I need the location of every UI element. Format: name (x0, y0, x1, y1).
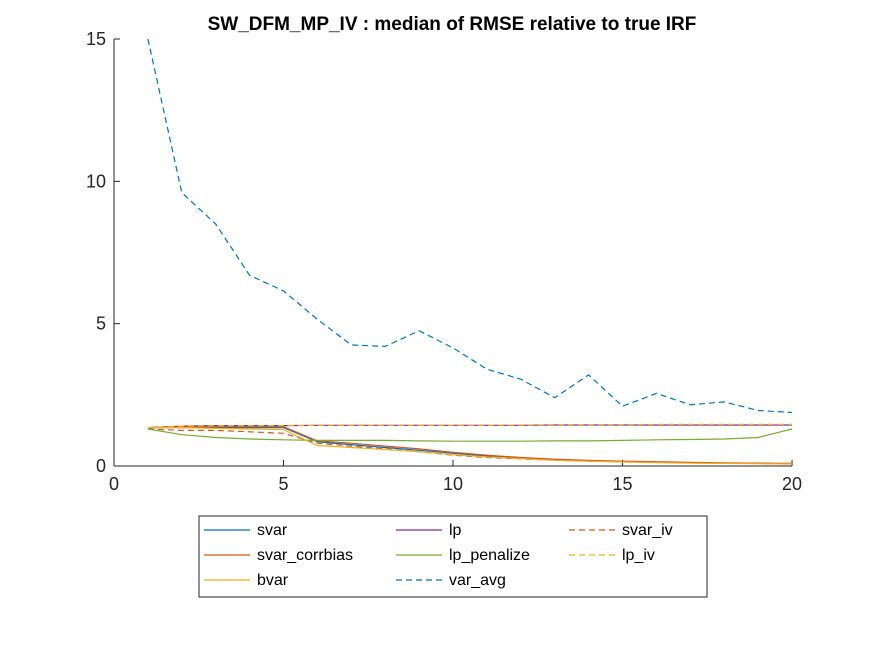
legend-label: svar (257, 522, 288, 539)
legend-item-svar-corrbias[interactable]: svar_corrbias (204, 547, 353, 564)
series-line-svar (147, 427, 792, 465)
series-line-svar-corrbias (147, 426, 792, 464)
y-tick-label: 0 (96, 456, 106, 476)
legend-label: var_avg (449, 572, 506, 589)
x-tick-label: 0 (109, 474, 119, 494)
series-line-var-avg (147, 39, 792, 414)
legend-label: lp (449, 522, 462, 539)
legend-label: svar_iv (622, 522, 673, 539)
legend-label: svar_corrbias (257, 547, 353, 564)
series-line-lp-penalize (147, 428, 792, 442)
plot-area (147, 39, 792, 465)
legend-item-var-avg[interactable]: var_avg (396, 572, 506, 589)
legend-item-bvar[interactable]: bvar (204, 572, 289, 589)
legend-label: lp_penalize (449, 547, 530, 564)
y-tick-label: 10 (86, 171, 106, 191)
x-tick-label: 10 (443, 474, 463, 494)
legend-label: lp_iv (622, 547, 655, 564)
series-line-svar-iv (147, 428, 792, 465)
legend-label: bvar (257, 572, 289, 589)
y-tick-label: 15 (86, 29, 106, 49)
legend-item-lp[interactable]: lp (396, 522, 462, 539)
x-tick-label: 5 (278, 474, 288, 494)
series-line-lp-iv (147, 423, 792, 429)
x-tick-label: 20 (782, 474, 802, 494)
legend-box (198, 515, 708, 598)
legend-item-svar[interactable]: svar (204, 522, 288, 539)
axes: 0 5 10 15 20 0 5 10 15 (86, 29, 802, 494)
x-tick-label: 15 (612, 474, 632, 494)
series-line-bvar (147, 427, 792, 465)
chart-title: SW_DFM_MP_IV : median of RMSE relative t… (208, 14, 697, 35)
legend-item-lp-penalize[interactable]: lp_penalize (396, 547, 530, 564)
y-tick-label: 5 (96, 314, 106, 334)
legend-item-svar-iv[interactable]: svar_iv (569, 522, 673, 539)
legend-item-lp-iv[interactable]: lp_iv (569, 547, 655, 564)
